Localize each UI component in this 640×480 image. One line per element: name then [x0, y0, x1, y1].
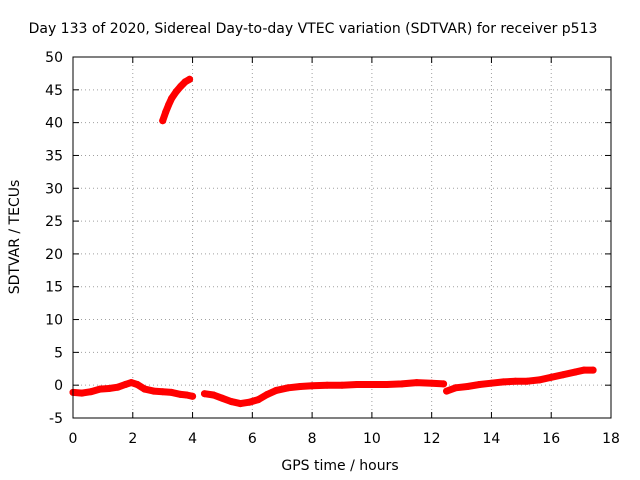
- data-point: [168, 94, 176, 102]
- data-point: [398, 380, 406, 388]
- data-point: [105, 385, 113, 392]
- data-point: [476, 381, 483, 388]
- data-point: [580, 366, 588, 374]
- data-point: [428, 379, 436, 387]
- x-tick-label: 12: [423, 431, 441, 447]
- y-tick-label: 50: [45, 50, 63, 66]
- data-point: [487, 379, 495, 387]
- y-tick-label: 5: [54, 345, 63, 361]
- data-point: [141, 385, 149, 393]
- data-point: [162, 108, 170, 116]
- data-point: [559, 371, 567, 379]
- data-point: [121, 381, 129, 388]
- data-point: [227, 398, 235, 406]
- y-tick-label: 30: [45, 181, 63, 197]
- x-tick-label: 14: [483, 431, 501, 447]
- x-tick-label: 4: [188, 431, 197, 447]
- data-point: [177, 390, 185, 398]
- data-point: [245, 398, 253, 406]
- grid-lines: [73, 57, 611, 418]
- data-point: [165, 101, 173, 109]
- data-point: [308, 382, 316, 390]
- data-point: [236, 400, 244, 408]
- data-point: [218, 394, 226, 402]
- data-point: [589, 366, 597, 374]
- data-point: [323, 381, 331, 389]
- data-point: [296, 383, 304, 390]
- data-point: [172, 88, 180, 96]
- data-point: [443, 387, 451, 395]
- y-axis-label: SDTVAR / TECUs: [7, 180, 23, 295]
- x-tick-label: 6: [248, 431, 257, 447]
- x-tick-label: 18: [602, 431, 620, 447]
- data-point: [186, 75, 194, 83]
- data-point: [284, 384, 292, 392]
- data-point: [523, 377, 531, 385]
- data-point: [87, 388, 95, 396]
- x-tick-label: 16: [542, 431, 560, 447]
- data-point: [114, 383, 122, 391]
- y-tick-label: 15: [45, 280, 63, 296]
- data-point: [272, 386, 280, 394]
- data-point: [189, 392, 197, 400]
- data-point: [183, 391, 191, 399]
- data-point: [263, 390, 271, 398]
- data-point: [201, 390, 208, 398]
- data-point: [168, 388, 176, 396]
- data-point: [383, 381, 391, 388]
- data-point: [210, 391, 217, 399]
- data-point: [78, 389, 86, 397]
- data-point: [452, 384, 460, 392]
- axis-ticks: 0 2 4 6 8 10 12 14 16 18 -5 0 5 10 15 20 25 30 35 40 45 50: [45, 50, 620, 447]
- data-point: [353, 381, 361, 388]
- data-point: [499, 378, 507, 386]
- data-point: [254, 396, 262, 404]
- data-point: [571, 368, 579, 376]
- y-tick-label: 40: [45, 116, 63, 132]
- data-point: [511, 377, 519, 385]
- data-point: [338, 381, 346, 389]
- plot-frame: [72, 56, 612, 419]
- chart-title: Day 133 of 2020, Sidereal Day-to-day VTE…: [29, 21, 598, 37]
- data-point: [464, 383, 471, 390]
- y-tick-label: 10: [45, 313, 63, 329]
- data-point: [159, 117, 167, 125]
- x-tick-label: 10: [363, 431, 381, 447]
- data-point: [547, 373, 555, 381]
- data-point: [150, 387, 158, 395]
- y-tick-label: 35: [45, 148, 63, 164]
- y-tick-label: 20: [45, 247, 63, 263]
- data-point: [133, 381, 141, 388]
- data-point: [440, 380, 448, 388]
- x-axis-label: GPS time / hours: [281, 458, 398, 474]
- data-point: [368, 381, 376, 388]
- x-tick-label: 2: [128, 431, 137, 447]
- data-point: [177, 83, 185, 90]
- data-point: [413, 379, 421, 387]
- data-point: [96, 385, 104, 393]
- y-tick-label: 25: [45, 214, 63, 230]
- data-point: [159, 388, 167, 396]
- data-point: [127, 379, 135, 387]
- data-point: [535, 376, 543, 384]
- x-tick-label: 0: [69, 431, 78, 447]
- y-tick-label: -5: [49, 411, 63, 427]
- data-series: [69, 75, 597, 408]
- y-tick-label: 0: [54, 378, 63, 394]
- x-tick-label: 8: [308, 431, 317, 447]
- y-tick-label: 45: [45, 83, 63, 99]
